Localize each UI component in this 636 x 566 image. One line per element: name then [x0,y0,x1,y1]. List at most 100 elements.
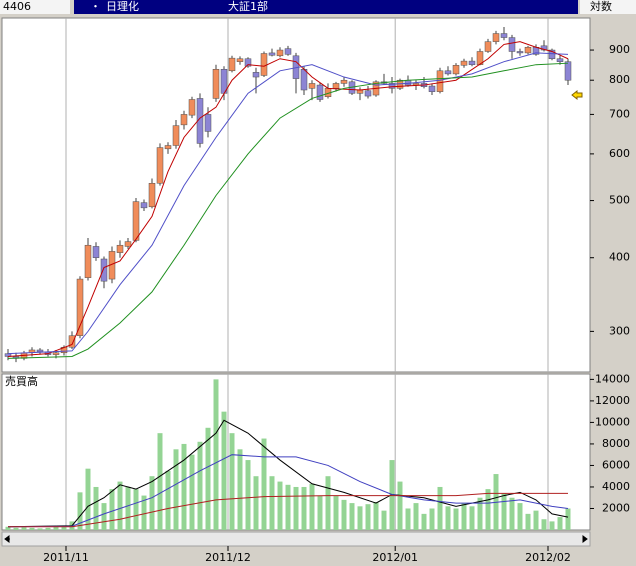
candle-body [340,79,348,84]
volume-bar [53,526,59,530]
x-tick-label: 2012/02 [525,551,571,564]
x-tick-label: 2011/11 [43,551,89,564]
y-tick-label: 800 [609,73,630,86]
volume-bar [85,468,91,530]
volume-bar [285,484,291,530]
volume-bar [229,433,235,530]
volume-bar [205,427,211,530]
candle-body [36,349,44,353]
candle-body [388,83,396,89]
volume-bar [277,481,283,530]
candle-body [540,45,548,51]
volume-bar [21,527,27,530]
volume-bar [189,454,195,530]
candle-body [428,85,436,92]
volume-bar [421,513,427,530]
volume-bar [261,438,267,530]
candle-body [484,41,492,52]
volume-bar [173,449,179,530]
scrollbar[interactable] [1,531,591,547]
bullet: ・ [90,0,101,13]
current-arrow [571,89,583,101]
candle-body [492,33,500,42]
y-tick-label: 12000 [595,394,630,407]
volume-bar [165,470,171,530]
volume-bar [293,486,299,530]
candle-body [316,84,324,100]
volume-bar [109,489,115,530]
ma-line [7,52,569,355]
y-tick-label: 4000 [602,480,630,493]
candle-body [164,145,172,150]
candle-body [452,65,460,75]
y-tick-label: 2000 [602,501,630,514]
y-tick-label: 14000 [595,372,630,385]
ma-line [7,62,569,359]
candle-body [52,352,60,355]
candle-body [404,79,412,86]
volume-bar [117,481,123,530]
volume-bar [29,527,35,530]
volume-bar [357,506,363,530]
candle-body [468,60,476,65]
ma-line [8,492,568,528]
y-tick-label: 400 [609,251,630,264]
candle-body [564,61,572,81]
candle-body [212,68,220,99]
candle-body [444,70,452,75]
scroll-left[interactable] [4,535,10,543]
stock-code: 4406 [3,0,31,13]
candle-body [308,83,316,89]
candle-body [276,49,284,57]
candle-body [300,68,308,91]
volume-bar [45,527,51,530]
scroll-right[interactable] [582,535,588,543]
candle-body [84,244,92,278]
ma-line [7,41,569,357]
volume-bar [477,497,483,530]
volume-bar [181,443,187,530]
volume-bar [509,497,515,530]
candle-body [260,53,268,76]
volume-bar [469,506,475,530]
candle-body [284,48,292,55]
volume-bar [453,508,459,530]
candle-body [412,83,420,86]
volume-bar [333,495,339,530]
volume-bar [245,460,251,530]
volume-bar [413,503,419,530]
candle-body [140,202,148,209]
y-tick-label: 600 [609,147,630,160]
volume-bar [37,528,43,530]
candle-body [156,147,164,184]
candle-body [516,51,524,54]
candle-body [252,72,260,78]
candle-body [500,33,508,38]
volume-bar [557,517,563,530]
volume-bar [381,510,387,530]
volume-title: 売買高 [5,374,38,388]
candle-body [180,114,188,126]
candle-body [188,99,196,116]
volume-bar [77,492,83,530]
volume-bar [149,476,155,530]
y-tick-label: 500 [609,194,630,207]
volume-bar [101,503,107,530]
candle-body [148,182,156,208]
candle-body [244,58,252,67]
x-tick-label: 2012/01 [372,551,418,564]
volume-bar [253,476,259,530]
candle-body [364,90,372,97]
volume-bar [549,521,555,530]
volume-bar [125,486,131,530]
candle-body [228,57,236,72]
volume-bar [461,503,467,530]
code-box [0,0,70,14]
volume-bar [365,504,371,530]
volume-bar [533,510,539,530]
candle-body [116,244,124,253]
candle-body [92,246,100,258]
candle-body [524,46,532,54]
candle-body [172,125,180,146]
